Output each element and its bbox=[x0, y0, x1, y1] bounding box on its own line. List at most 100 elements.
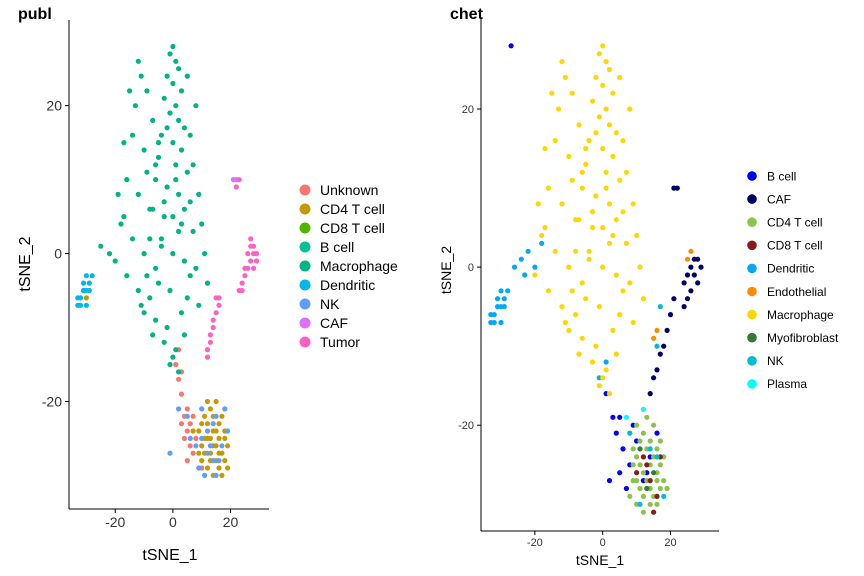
point-macrophage bbox=[153, 317, 159, 323]
point-macrophage bbox=[583, 296, 589, 302]
point-cd4-t-cell bbox=[222, 458, 228, 464]
point-macrophage bbox=[141, 251, 147, 257]
point-dendritic bbox=[83, 273, 89, 279]
point-macrophage bbox=[204, 280, 211, 286]
point-nk bbox=[204, 428, 211, 434]
y-axis-label: tSNE_2 bbox=[438, 246, 454, 294]
point-macrophage bbox=[118, 221, 124, 227]
point-macrophage bbox=[559, 59, 565, 65]
point-macrophage bbox=[106, 251, 113, 257]
point-dendritic bbox=[78, 302, 84, 308]
point-macrophage bbox=[173, 347, 179, 353]
legend-label: Macrophage bbox=[767, 308, 834, 322]
point-cd4-t-cell bbox=[216, 450, 222, 456]
point-dendritic bbox=[86, 280, 92, 286]
point-macrophage bbox=[184, 295, 190, 301]
point-macrophage bbox=[161, 214, 167, 220]
point-macrophage bbox=[176, 228, 182, 234]
point-macrophage bbox=[545, 288, 552, 294]
point-macrophage bbox=[600, 264, 606, 270]
point-macrophage bbox=[196, 191, 202, 197]
point-tumor bbox=[216, 302, 222, 308]
point-macrophage bbox=[640, 296, 647, 302]
legend-swatch bbox=[299, 279, 311, 291]
point-macrophage bbox=[170, 140, 176, 146]
legend-swatch bbox=[299, 317, 311, 329]
point-macrophage bbox=[593, 193, 599, 199]
point-macrophage bbox=[610, 327, 616, 333]
point-nk bbox=[225, 428, 231, 434]
point-dendritic bbox=[83, 302, 89, 308]
point-unknown bbox=[173, 361, 179, 368]
legend-label: Plasma bbox=[767, 377, 807, 391]
point-unknown bbox=[184, 428, 190, 434]
point-cd4-t-cell bbox=[207, 435, 213, 441]
legend-swatch bbox=[299, 184, 311, 196]
point-caf bbox=[681, 280, 687, 286]
point-caf bbox=[688, 288, 694, 294]
point-macrophage bbox=[132, 103, 138, 109]
point-macrophage bbox=[129, 236, 136, 242]
point-cd4-t-cell bbox=[190, 428, 196, 434]
point-macrophage bbox=[579, 169, 585, 175]
point-cd4-t-cell bbox=[202, 413, 208, 419]
point-macrophage bbox=[569, 177, 575, 183]
point-macrophage bbox=[596, 114, 602, 120]
point-cd4-t-cell bbox=[199, 458, 205, 464]
point-macrophage bbox=[623, 169, 630, 175]
y-tick-label: 20 bbox=[46, 98, 62, 114]
point-endothelial bbox=[654, 327, 660, 333]
y-ticks: -20 0 20 bbox=[458, 104, 481, 432]
point-cd8-t-cell bbox=[647, 478, 653, 484]
x-tick-label: 20 bbox=[223, 514, 239, 530]
point-cd4-t-cell bbox=[637, 462, 643, 468]
point-cd4-t-cell bbox=[634, 478, 640, 484]
point-macrophage bbox=[138, 73, 144, 79]
point-dendritic bbox=[83, 287, 89, 294]
point-tumor bbox=[253, 251, 260, 257]
point-macrophage bbox=[559, 304, 565, 310]
point-nk bbox=[196, 465, 202, 471]
point-macrophage bbox=[532, 272, 538, 278]
point-dendritic bbox=[501, 296, 507, 302]
point-tumor bbox=[207, 332, 213, 338]
point-macrophage bbox=[593, 343, 599, 349]
point-macrophage bbox=[144, 169, 150, 175]
point-nk bbox=[167, 450, 173, 456]
legend-swatch bbox=[747, 286, 757, 297]
x-tick-label: 20 bbox=[664, 537, 676, 549]
point-nk bbox=[204, 450, 211, 456]
point-cd4-t-cell bbox=[644, 414, 650, 420]
point-dendritic bbox=[498, 319, 504, 326]
legend-label: Dendritic bbox=[767, 262, 814, 276]
point-tumor bbox=[204, 347, 211, 353]
point-cd4-t-cell bbox=[630, 446, 636, 452]
point-caf bbox=[667, 312, 674, 318]
legend-label: Dendritic bbox=[320, 277, 375, 293]
point-macrophage bbox=[144, 273, 150, 279]
point-macrophage bbox=[535, 201, 541, 207]
point-macrophage bbox=[150, 117, 156, 123]
y-ticks: -20 0 20 bbox=[42, 98, 69, 410]
point-macrophage bbox=[593, 130, 599, 136]
point-unknown bbox=[190, 450, 196, 456]
point-macrophage bbox=[190, 162, 196, 168]
point-caf bbox=[654, 367, 660, 373]
point-macrophage bbox=[181, 332, 187, 338]
legend-label: CD8 T cell bbox=[767, 239, 823, 253]
point-tumor bbox=[233, 184, 239, 190]
point-macrophage bbox=[586, 138, 592, 144]
point-macrophage bbox=[569, 288, 575, 294]
legend-swatch bbox=[299, 298, 311, 310]
point-nk bbox=[213, 472, 219, 478]
legend-label: B cell bbox=[767, 169, 796, 183]
point-cd8-t-cell bbox=[644, 462, 650, 468]
point-myofibroblast bbox=[651, 470, 657, 476]
point-tumor bbox=[207, 339, 213, 345]
point-macrophage bbox=[566, 264, 572, 270]
point-macrophage bbox=[155, 280, 162, 286]
point-tumor bbox=[245, 251, 251, 257]
point-b-cell bbox=[606, 478, 613, 484]
point-caf bbox=[657, 351, 663, 357]
point-macrophage bbox=[620, 288, 626, 294]
